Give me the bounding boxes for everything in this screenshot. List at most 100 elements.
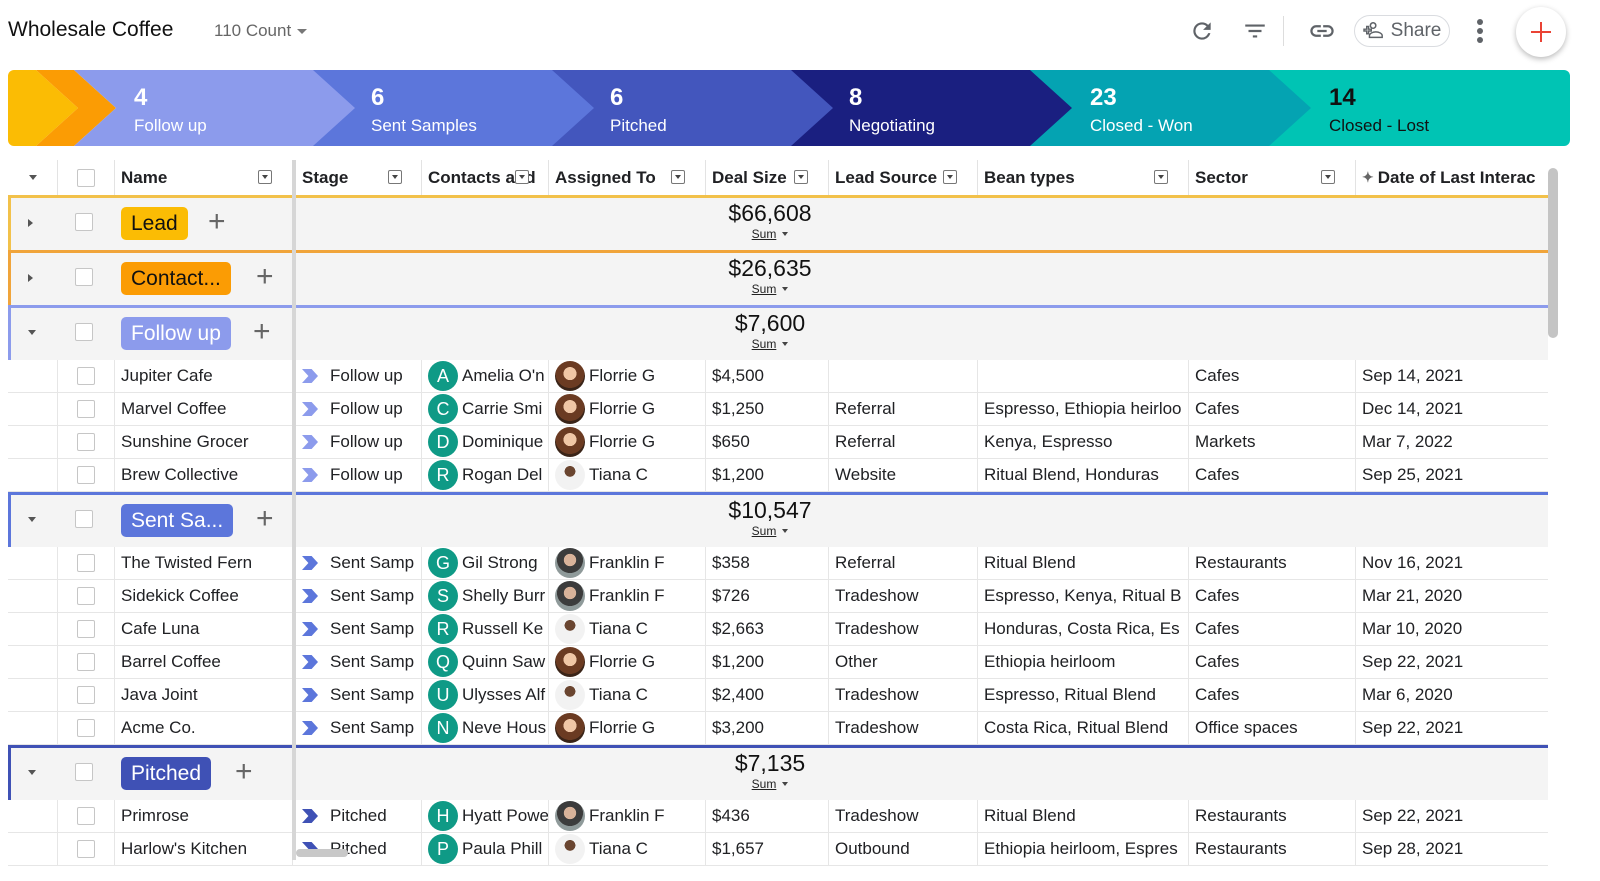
table-row[interactable]: Acme Co. Sent Samp N Neve Hous Florrie G $3,2… [8,712,1548,745]
cell-date[interactable]: Sep 14, 2021 [1356,360,1548,392]
table-row[interactable]: Harlow's Kitchen Pitched P Paula Phill Tiana… [8,833,1548,866]
cell-source[interactable]: Referral [829,393,978,425]
row-checkbox[interactable] [77,807,95,825]
cell-assigned[interactable]: Franklin F [549,547,706,579]
select-all-checkbox[interactable] [77,168,95,187]
add-to-group-icon[interactable]: + [208,205,226,238]
cell-contact[interactable]: H Hyatt Powe [422,800,549,832]
add-to-group-icon[interactable]: + [253,315,271,348]
cell-name[interactable]: Brew Collective [115,459,293,491]
cell-deal[interactable]: $3,200 [706,712,829,744]
column-menu-icon[interactable] [1154,170,1168,184]
table-row[interactable]: Barrel Coffee Sent Samp Q Quinn Saw Florrie … [8,646,1548,679]
cell-beans[interactable]: Espresso, Kenya, Ritual B [978,580,1189,612]
cell-name[interactable]: Primrose [115,800,293,832]
cell-sector[interactable]: Cafes [1189,393,1356,425]
column-header-contacts[interactable]: Contacts and [422,160,549,195]
cell-deal[interactable]: $1,250 [706,393,829,425]
cell-assigned[interactable]: Florrie G [549,646,706,678]
row-checkbox[interactable] [77,367,95,385]
row-checkbox[interactable] [77,653,95,671]
cell-source[interactable]: Tradeshow [829,800,978,832]
column-menu-icon[interactable] [794,170,808,184]
cell-source[interactable]: Outbound [829,833,978,865]
cell-assigned[interactable]: Florrie G [549,712,706,744]
cell-beans[interactable]: Costa Rica, Ritual Blend [978,712,1189,744]
cell-deal[interactable]: $2,663 [706,613,829,645]
vertical-scrollbar[interactable] [1548,168,1558,338]
row-checkbox[interactable] [77,400,95,418]
cell-date[interactable]: Mar 21, 2020 [1356,580,1548,612]
cell-source[interactable]: Referral [829,426,978,458]
row-checkbox[interactable] [77,587,95,605]
cell-sector[interactable]: Cafes [1189,360,1356,392]
cell-date[interactable]: Sep 28, 2021 [1356,833,1548,865]
cell-name[interactable]: Harlow's Kitchen [115,833,293,865]
cell-beans[interactable]: Ritual Blend, Honduras [978,459,1189,491]
cell-stage[interactable]: Pitched [296,800,422,832]
cell-sector[interactable]: Markets [1189,426,1356,458]
cell-stage[interactable]: Sent Samp [296,712,422,744]
column-menu-icon[interactable] [258,170,272,184]
cell-sector[interactable]: Restaurants [1189,833,1356,865]
cell-contact[interactable]: R Russell Ke [422,613,549,645]
pipeline-stage-closed-lost[interactable]: 14 Closed - Lost [1269,70,1570,146]
cell-beans[interactable]: Ethiopia heirloom [978,646,1189,678]
column-menu-icon[interactable] [671,170,685,184]
group-tag[interactable]: Pitched [121,757,212,790]
group-checkbox[interactable] [75,510,93,528]
cell-date[interactable]: Mar 7, 2022 [1356,426,1548,458]
row-checkbox[interactable] [77,433,95,451]
column-header-name[interactable]: Name [115,160,293,195]
cell-stage[interactable]: Sent Samp [296,580,422,612]
group-checkbox[interactable] [75,323,93,341]
pipeline-stage-follow-up[interactable]: 4 Follow up [74,70,366,146]
table-row[interactable]: Sunshine Grocer Follow up D Dominique Florri… [8,426,1548,459]
column-menu-icon[interactable] [1321,170,1335,184]
row-checkbox[interactable] [77,620,95,638]
cell-name[interactable]: Barrel Coffee [115,646,293,678]
table-row[interactable]: Primrose Pitched H Hyatt Powe Franklin F $436… [8,800,1548,833]
aggregation-dropdown[interactable]: Sum [708,524,832,538]
cell-assigned[interactable]: Tiana C [549,833,706,865]
cell-source[interactable]: Website [829,459,978,491]
share-button[interactable]: Share [1354,15,1450,47]
cell-stage[interactable]: Follow up [296,393,422,425]
cell-date[interactable]: Mar 10, 2020 [1356,613,1548,645]
row-checkbox[interactable] [77,719,95,737]
cell-source[interactable]: Tradeshow [829,613,978,645]
add-to-group-icon[interactable]: + [256,502,274,535]
collapse-group-icon[interactable] [28,517,36,522]
cell-stage[interactable]: Sent Samp [296,679,422,711]
cell-assigned[interactable]: Franklin F [549,800,706,832]
cell-source[interactable]: Tradeshow [829,580,978,612]
cell-assigned[interactable]: Florrie G [549,360,706,392]
cell-deal[interactable]: $4,500 [706,360,829,392]
cell-contact[interactable]: N Neve Hous [422,712,549,744]
cell-sector[interactable]: Cafes [1189,580,1356,612]
table-row[interactable]: Java Joint Sent Samp U Ulysses Alf Tiana C $2… [8,679,1548,712]
cell-stage[interactable]: Follow up [296,459,422,491]
cell-stage[interactable]: Follow up [296,426,422,458]
cell-beans[interactable]: Espresso, Ritual Blend [978,679,1189,711]
pipeline-stage-negotiating[interactable]: 8 Negotiating [791,70,1083,146]
cell-name[interactable]: Sidekick Coffee [115,580,293,612]
more-options-button[interactable] [1463,14,1497,48]
cell-beans[interactable]: Ethiopia heirloom, Espres [978,833,1189,865]
pipeline-stage-pitched[interactable]: 6 Pitched [552,70,844,146]
cell-contact[interactable]: U Ulysses Alf [422,679,549,711]
cell-source[interactable]: Tradeshow [829,679,978,711]
table-row[interactable]: The Twisted Fern Sent Samp G Gil Strong Fran… [8,547,1548,580]
cell-stage[interactable]: Sent Samp [296,646,422,678]
table-row[interactable]: Marvel Coffee Follow up C Carrie Smi Florrie… [8,393,1548,426]
cell-name[interactable]: The Twisted Fern [115,547,293,579]
cell-deal[interactable]: $1,657 [706,833,829,865]
cell-beans[interactable]: Kenya, Espresso [978,426,1189,458]
copy-link-button[interactable] [1305,14,1339,48]
cell-contact[interactable]: P Paula Phill [422,833,549,865]
add-record-button[interactable] [1516,7,1566,57]
cell-deal[interactable]: $436 [706,800,829,832]
cell-sector[interactable]: Cafes [1189,646,1356,678]
cell-source[interactable]: Other [829,646,978,678]
cell-stage[interactable]: Follow up [296,360,422,392]
